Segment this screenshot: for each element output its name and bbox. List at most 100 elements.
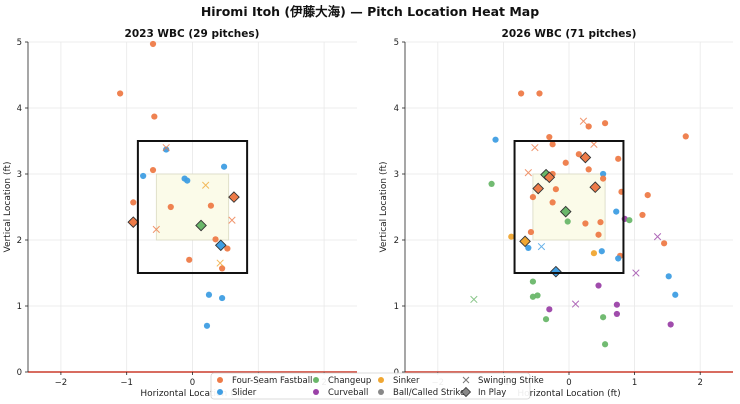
x-tick-label: 2 bbox=[697, 378, 702, 388]
pitch-point-four-seam bbox=[149, 40, 157, 48]
pitch-point-slider bbox=[672, 291, 679, 298]
legend-label-sinker: Sinker bbox=[393, 376, 420, 386]
in-play-mark bbox=[195, 219, 207, 232]
panel-2026-xlabel: Horizontal Location (ft) bbox=[517, 389, 620, 399]
pitch-point-curveball bbox=[546, 306, 553, 313]
pitch-point-slider bbox=[220, 163, 228, 170]
pitch-point-slider bbox=[613, 208, 620, 215]
pitch-point-four-seam bbox=[562, 159, 569, 166]
pitch-point-four-seam bbox=[151, 113, 158, 120]
swinging-strike-mark bbox=[579, 117, 588, 125]
legend-frame bbox=[210, 372, 531, 400]
swinging-strike-mark bbox=[524, 169, 532, 177]
pitch-point-slider bbox=[598, 248, 605, 255]
pitch-point-four-seam bbox=[117, 90, 124, 97]
legend-swatch-in-play bbox=[460, 386, 472, 398]
pitch-point-four-seam bbox=[219, 265, 226, 272]
legend-swatch-ball-called-strike bbox=[378, 389, 384, 395]
pitch-point-four-seam bbox=[639, 211, 646, 219]
pitch-point-slider bbox=[205, 291, 213, 298]
legend-swatch-four-seam-fastball bbox=[217, 377, 223, 383]
panel-2026: 2026 WBC (71 pitches) −2−1012012345 Hori… bbox=[379, 28, 733, 399]
pitch-point-four-seam bbox=[207, 202, 215, 209]
pitch-point-four-seam bbox=[529, 194, 537, 201]
pitch-point-slider bbox=[140, 172, 147, 180]
legend-swatch-changeup bbox=[313, 377, 319, 383]
legend-swatch-curveball bbox=[313, 389, 319, 395]
x-tick-label: 0 bbox=[566, 378, 571, 388]
pitch-point-four-seam bbox=[527, 228, 535, 236]
swinging-strike-mark bbox=[162, 143, 170, 152]
pitch-point-curveball bbox=[613, 301, 620, 308]
pitch-point-four-seam bbox=[600, 175, 607, 182]
y-tick-label: 5 bbox=[394, 38, 399, 48]
pitch-point-curveball bbox=[595, 282, 602, 289]
strike-zone bbox=[136, 140, 249, 274]
x-tick-label: 1 bbox=[632, 378, 637, 388]
pitch-point-four-seam bbox=[167, 203, 174, 211]
legend: Four-Seam Fastball Slider Changeup Curvebal… bbox=[210, 372, 544, 400]
x-tick-label: −1 bbox=[120, 378, 133, 388]
pitch-point-four-seam bbox=[224, 245, 231, 252]
pitch-point-four-seam bbox=[597, 219, 604, 226]
pitch-point-four-seam bbox=[682, 133, 689, 140]
pitch-point-four-seam bbox=[130, 199, 137, 206]
legend-swatch-sinker bbox=[378, 377, 384, 383]
pitch-point-sinker bbox=[508, 233, 515, 240]
pitch-point-changeup bbox=[626, 217, 633, 224]
pitch-point-four-seam bbox=[615, 155, 622, 162]
swinging-strike-mark bbox=[470, 295, 478, 304]
pitch-point-changeup bbox=[600, 314, 607, 321]
y-tick-label: 3 bbox=[17, 170, 22, 180]
swinging-strike-mark bbox=[202, 181, 210, 189]
pitch-point-slider bbox=[219, 294, 226, 302]
pitch-point-four-seam bbox=[585, 166, 592, 173]
in-play-mark bbox=[559, 205, 572, 218]
pitch-point-sinker bbox=[590, 250, 598, 257]
in-play-mark bbox=[579, 151, 592, 164]
in-play-mark bbox=[127, 216, 140, 229]
panel-2026-title: 2026 WBC (71 pitches) bbox=[502, 28, 637, 40]
pitch-point-four-seam bbox=[552, 186, 559, 193]
y-tick-label: 1 bbox=[17, 302, 22, 312]
in-play-mark bbox=[550, 265, 562, 278]
pitch-point-slider bbox=[163, 146, 170, 153]
pitch-point-changeup bbox=[542, 316, 550, 323]
in-play-mark bbox=[532, 182, 545, 195]
figure-title: Hiromi Itoh (伊藤大海) — Pitch Location Heat… bbox=[201, 4, 539, 19]
pitch-point-four-seam bbox=[661, 240, 668, 247]
swinging-strike-mark bbox=[228, 216, 236, 224]
in-play-mark bbox=[214, 239, 227, 252]
pitch-point-four-seam bbox=[549, 199, 556, 206]
pitch-point-changeup bbox=[529, 293, 537, 300]
y-tick-label: 4 bbox=[394, 104, 399, 114]
strike-zone bbox=[513, 140, 625, 274]
legend-swatch-slider bbox=[217, 389, 223, 395]
pitch-point-slider bbox=[525, 244, 532, 252]
panel-2023: 2023 WBC (29 pitches) −2−1012012345 Hori… bbox=[3, 28, 357, 399]
y-tick-label: 2 bbox=[17, 236, 22, 246]
pitch-point-four-seam bbox=[186, 256, 193, 263]
pitch-point-four-seam bbox=[585, 123, 592, 130]
in-play-mark bbox=[543, 171, 556, 184]
y-tick-label: 4 bbox=[17, 104, 22, 114]
pitch-point-slider bbox=[492, 136, 499, 143]
pitch-point-curveball bbox=[667, 321, 674, 328]
legend-label-swinging-strike: Swinging Strike bbox=[478, 376, 544, 386]
in-play-mark bbox=[228, 191, 240, 203]
legend-label-in-play: In Play bbox=[478, 388, 506, 398]
pitch-point-four-seam bbox=[601, 120, 609, 127]
pitch-point-changeup bbox=[564, 218, 571, 225]
panel-2023-xlabel: Horizontal Location (ft) bbox=[140, 389, 243, 399]
pitch-point-slider bbox=[203, 322, 211, 329]
pitch-point-four-seam bbox=[595, 231, 602, 238]
heart-zone bbox=[155, 173, 230, 241]
pitch-point-changeup bbox=[529, 278, 537, 285]
legend-swatch-swinging-strike bbox=[462, 376, 470, 384]
x-tick-label: 0 bbox=[190, 378, 195, 388]
y-tick-label: 2 bbox=[394, 236, 399, 246]
panel-2023-title: 2023 WBC (29 pitches) bbox=[125, 28, 260, 40]
pitch-point-four-seam bbox=[212, 236, 219, 243]
pitch-point-four-seam bbox=[582, 220, 589, 227]
